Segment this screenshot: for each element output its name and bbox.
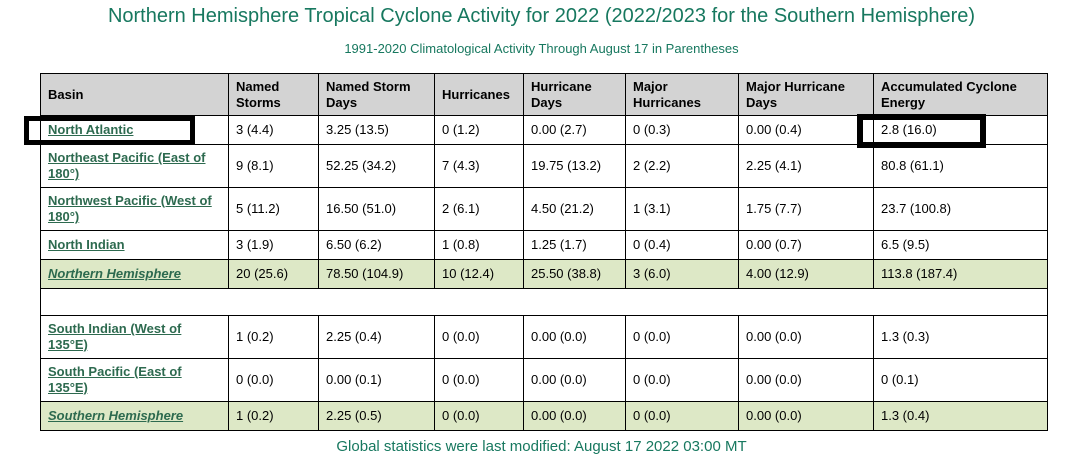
value-cell-accumulated-cyclone-energy: 6.5 (9.5): [873, 230, 1048, 260]
table-row-south-pacific-east-of-135-e: South Pacific (East of 135°E) 0 (0.0) 0.00…: [40, 358, 1048, 402]
value-cell-major-hurricane-days: 2.25 (4.1): [738, 144, 874, 188]
value-cell-hurricanes: 1 (0.8): [434, 230, 524, 260]
basin-link-northwest-pacific-west-of-180[interactable]: Northwest Pacific (West of 180°): [48, 193, 212, 224]
value-cell-major-hurricanes: 1 (3.1): [625, 187, 739, 231]
value-cell-named-storms: 1 (0.2): [228, 315, 319, 359]
value-cell-major-hurricane-days: 0.00 (0.4): [738, 115, 874, 145]
page-title: Northern Hemisphere Tropical Cyclone Act…: [107, 5, 976, 27]
page-subtitle: 1991-2020 Climatological Activity Throug…: [344, 41, 739, 56]
value-cell-named-storms: 0 (0.0): [228, 358, 319, 402]
value-cell-named-storm-days: 52.25 (34.2): [318, 144, 435, 188]
cyclone-activity-table-wrap: Basin Named Storms Named Storm Days Hurrica…: [40, 73, 1048, 431]
value-cell-major-hurricane-days: 0.00 (0.0): [738, 358, 874, 402]
basin-cell: Southern Hemisphere: [40, 401, 229, 431]
highlight-box-ace-value: [857, 114, 986, 148]
value-cell-major-hurricanes: 0 (0.0): [625, 401, 739, 431]
value-cell-major-hurricane-days: 4.00 (12.9): [738, 259, 874, 289]
value-cell-accumulated-cyclone-energy: 23.7 (100.8): [873, 187, 1048, 231]
column-header-named-storm-days: Named Storm Days: [318, 73, 435, 116]
value-cell-named-storms: 9 (8.1): [228, 144, 319, 188]
table-row-southern-hemisphere: Southern Hemisphere 1 (0.2) 2.25 (0.5) 0 (0…: [40, 401, 1048, 431]
value-cell-hurricane-days: 25.50 (38.8): [523, 259, 626, 289]
value-cell-hurricanes: 10 (12.4): [434, 259, 524, 289]
value-cell-hurricane-days: 0.00 (0.0): [523, 315, 626, 359]
value-cell-major-hurricanes: 3 (6.0): [625, 259, 739, 289]
value-cell-named-storm-days: 2.25 (0.4): [318, 315, 435, 359]
value-cell-hurricane-days: 0.00 (0.0): [523, 358, 626, 402]
column-header-major-hurricane-days: Major Hurricane Days: [738, 73, 874, 116]
column-header-named-storms: Named Storms: [228, 73, 319, 116]
table-body: North Atlantic 3 (4.4) 3.25 (13.5) 0 (1.2) 0…: [40, 115, 1048, 431]
column-header-hurricane-days: Hurricane Days: [523, 73, 626, 116]
basin-cell: Northeast Pacific (East of 180°): [40, 144, 229, 188]
value-cell-major-hurricane-days: 1.75 (7.7): [738, 187, 874, 231]
value-cell-hurricanes: 0 (0.0): [434, 358, 524, 402]
value-cell-major-hurricane-days: 0.00 (0.7): [738, 230, 874, 260]
cyclone-activity-table: Basin Named Storms Named Storm Days Hurrica…: [40, 73, 1048, 431]
basin-cell: Northwest Pacific (West of 180°): [40, 187, 229, 231]
value-cell-major-hurricane-days: 0.00 (0.0): [738, 315, 874, 359]
table-row-northeast-pacific-east-of-180: Northeast Pacific (East of 180°) 9 (8.1) 5…: [40, 144, 1048, 188]
value-cell-named-storms: 1 (0.2): [228, 401, 319, 431]
value-cell-named-storm-days: 16.50 (51.0): [318, 187, 435, 231]
table-row-north-indian: North Indian 3 (1.9) 6.50 (6.2) 1 (0.8) 1.25…: [40, 230, 1048, 260]
basin-cell: South Indian (West of 135°E): [40, 315, 229, 359]
value-cell-hurricanes: 0 (1.2): [434, 115, 524, 145]
value-cell-accumulated-cyclone-energy: 1.3 (0.3): [873, 315, 1048, 359]
value-cell-accumulated-cyclone-energy: 2.8 (16.0): [873, 115, 1048, 145]
value-cell-major-hurricanes: 0 (0.4): [625, 230, 739, 260]
column-header-major-hurricanes: Major Hurricanes: [625, 73, 739, 116]
highlight-box-north-atlantic: [24, 116, 195, 145]
basin-cell: North Indian: [40, 230, 229, 260]
value-cell-accumulated-cyclone-energy: 113.8 (187.4): [873, 259, 1048, 289]
value-cell-hurricane-days: 0.00 (0.0): [523, 401, 626, 431]
value-cell-major-hurricanes: 0 (0.3): [625, 115, 739, 145]
value-cell-accumulated-cyclone-energy: 80.8 (61.1): [873, 144, 1048, 188]
value-cell-hurricanes: 0 (0.0): [434, 315, 524, 359]
basin-link-north-atlantic[interactable]: North Atlantic: [48, 122, 134, 137]
spacer-cell: [40, 288, 1048, 316]
basin-link-south-pacific-east-of-135-e[interactable]: South Pacific (East of 135°E): [48, 364, 182, 395]
basin-link-north-indian[interactable]: North Indian: [48, 237, 125, 252]
column-header-accumulated-cyclone-energy: Accumulated Cyclone Energy: [873, 73, 1048, 116]
value-cell-hurricanes: 7 (4.3): [434, 144, 524, 188]
basin-link-northern-hemisphere[interactable]: Northern Hemisphere: [48, 266, 181, 281]
basin-link-northeast-pacific-east-of-180[interactable]: Northeast Pacific (East of 180°): [48, 150, 206, 181]
value-cell-hurricane-days: 4.50 (21.2): [523, 187, 626, 231]
last-modified-text: Global statistics were last modified: Au…: [336, 438, 747, 455]
value-cell-named-storm-days: 2.25 (0.5): [318, 401, 435, 431]
value-cell-named-storms: 3 (1.9): [228, 230, 319, 260]
value-cell-major-hurricanes: 0 (0.0): [625, 358, 739, 402]
table-row-northern-hemisphere: Northern Hemisphere 20 (25.6) 78.50 (104.9…: [40, 259, 1048, 289]
value-cell-hurricanes: 0 (0.0): [434, 401, 524, 431]
value-cell-named-storm-days: 0.00 (0.1): [318, 358, 435, 402]
value-cell-major-hurricane-days: 0.00 (0.0): [738, 401, 874, 431]
basin-link-southern-hemisphere[interactable]: Southern Hemisphere: [48, 408, 184, 423]
value-cell-named-storm-days: 6.50 (6.2): [318, 230, 435, 260]
basin-cell: South Pacific (East of 135°E): [40, 358, 229, 402]
value-cell-hurricane-days: 1.25 (1.7): [523, 230, 626, 260]
value-cell-named-storms: 20 (25.6): [228, 259, 319, 289]
table-row-northwest-pacific-west-of-180: Northwest Pacific (West of 180°) 5 (11.2)…: [40, 187, 1048, 231]
value-cell-named-storm-days: 3.25 (13.5): [318, 115, 435, 145]
column-header-basin: Basin: [40, 73, 229, 116]
value-cell-accumulated-cyclone-energy: 0 (0.1): [873, 358, 1048, 402]
column-header-hurricanes: Hurricanes: [434, 73, 524, 116]
spacer-row: [40, 288, 1048, 316]
value-cell-named-storms: 3 (4.4): [228, 115, 319, 145]
header-row: Basin Named Storms Named Storm Days Hurrica…: [40, 73, 1048, 116]
value-cell-hurricane-days: 19.75 (13.2): [523, 144, 626, 188]
value-cell-major-hurricanes: 2 (2.2): [625, 144, 739, 188]
value-cell-major-hurricanes: 0 (0.0): [625, 315, 739, 359]
value-cell-hurricane-days: 0.00 (2.7): [523, 115, 626, 145]
basin-link-south-indian-west-of-135-e[interactable]: South Indian (West of 135°E): [48, 321, 182, 352]
value-cell-accumulated-cyclone-energy: 1.3 (0.4): [873, 401, 1048, 431]
table-row-south-indian-west-of-135-e: South Indian (West of 135°E) 1 (0.2) 2.25 …: [40, 315, 1048, 359]
value-cell-hurricanes: 2 (6.1): [434, 187, 524, 231]
value-cell-named-storm-days: 78.50 (104.9): [318, 259, 435, 289]
value-cell-named-storms: 5 (11.2): [228, 187, 319, 231]
basin-cell: Northern Hemisphere: [40, 259, 229, 289]
